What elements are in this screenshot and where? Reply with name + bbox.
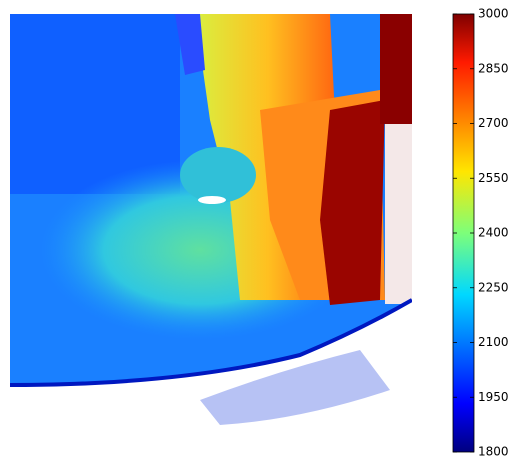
image-region — [198, 196, 226, 204]
image-region — [200, 350, 390, 425]
image-region — [10, 300, 412, 455]
colorbar-tick-label: 2250 — [478, 280, 508, 294]
colorbar-tick-label: 3000 — [478, 7, 508, 21]
image-region — [380, 14, 412, 124]
colorbar-tick-label: 2700 — [478, 116, 508, 130]
image-region — [385, 124, 412, 304]
colorbar-tick-label: 2100 — [478, 335, 508, 349]
colorbar-tick-label: 2850 — [478, 61, 508, 75]
colorbar-tick-label: 2400 — [478, 226, 508, 240]
colorbar-tick-label: 1950 — [478, 390, 508, 404]
image-region — [10, 298, 412, 387]
image-region — [180, 147, 256, 203]
heatmap-image — [10, 14, 412, 455]
image-region — [175, 14, 205, 75]
colorbar-tick-label: 1800 — [478, 445, 508, 457]
image-region — [320, 100, 385, 305]
image-region — [10, 14, 180, 194]
colorbar-tick-label: 2550 — [478, 171, 508, 185]
